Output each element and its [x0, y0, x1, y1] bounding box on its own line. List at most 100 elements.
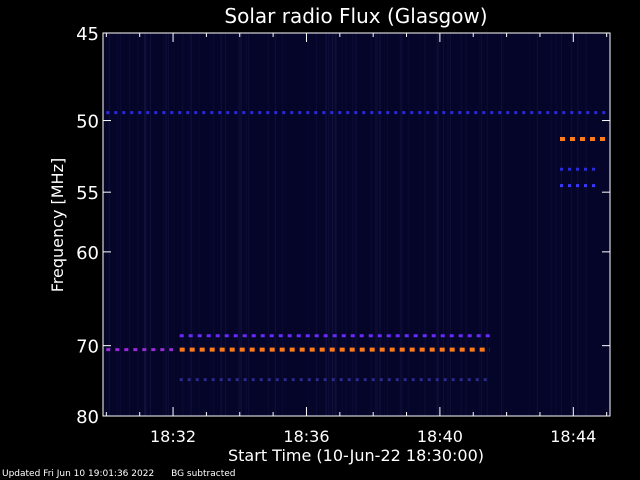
y-tick-label: 50	[76, 112, 99, 133]
noise-streak	[187, 33, 189, 416]
noise-streak	[351, 33, 353, 416]
x-tick-label: 18:44	[550, 427, 596, 446]
y-tick-label: 60	[76, 243, 99, 264]
noise-streak	[465, 33, 467, 416]
y-axis: 45 50 55 60 70 80	[76, 24, 610, 428]
noise-streak	[325, 33, 327, 416]
noise-streak	[144, 33, 146, 416]
noise-streak	[380, 33, 382, 416]
noise-streak	[248, 33, 250, 416]
noise-streak	[331, 33, 333, 416]
noise-streak	[550, 33, 552, 416]
noise-streak	[331, 33, 333, 416]
noise-streak	[189, 33, 191, 416]
noise-streak	[145, 33, 147, 416]
x-tick-label: 18:36	[283, 427, 329, 446]
noise-streak	[443, 33, 444, 416]
x-tick-label: 18:32	[150, 427, 196, 446]
y-tick-label: 55	[76, 183, 99, 204]
plot-area	[103, 33, 610, 416]
noise-streak	[383, 33, 385, 416]
y-tick-label: 45	[76, 24, 99, 45]
noise-streak	[460, 33, 462, 416]
x-axis: 18:32 18:36 18:40 18:44	[105, 33, 608, 446]
noise-streak	[326, 33, 328, 416]
noise-streak	[137, 33, 139, 416]
x-axis-label: Start Time (10-Jun-22 18:30:00)	[228, 446, 484, 465]
noise-streak	[267, 33, 269, 416]
background-note: BG subtracted	[171, 469, 236, 479]
noise-streak	[355, 33, 357, 416]
noise-streak	[502, 33, 504, 416]
noise-streak	[117, 33, 119, 416]
noise-streak	[165, 33, 167, 416]
noise-streak	[370, 33, 372, 416]
noise-streak	[334, 33, 336, 416]
noise-streak	[375, 33, 377, 416]
y-tick-label: 80	[76, 407, 99, 428]
noise-streak	[585, 33, 587, 416]
noise-streak	[146, 33, 148, 416]
noise-streak	[560, 33, 562, 416]
noise-streak	[536, 33, 538, 416]
noise-streak	[486, 33, 488, 416]
noise-streak	[424, 33, 426, 416]
noise-streak	[345, 33, 347, 416]
plot-frame	[102, 32, 611, 417]
noise-streak	[143, 33, 145, 416]
noise-streak	[341, 33, 343, 416]
chart-title: Solar radio Flux (Glasgow)	[224, 4, 487, 28]
noise-streak	[327, 33, 329, 416]
noise-streak	[480, 33, 482, 416]
noise-streak	[555, 33, 557, 416]
noise-streak	[182, 33, 184, 416]
noise-streak	[478, 33, 480, 416]
noise-streak	[399, 33, 401, 416]
noise-streak	[274, 33, 276, 416]
updated-timestamp: Updated Fri Jun 10 19:01:36 2022	[2, 469, 155, 479]
noise-streak	[585, 33, 587, 416]
noise-streak	[418, 33, 420, 416]
noise-streak	[108, 33, 110, 416]
noise-streak	[129, 33, 130, 416]
noise-streak	[355, 33, 357, 416]
noise-streak	[109, 33, 111, 416]
noise-streak	[332, 33, 334, 416]
footer: Updated Fri Jun 10 19:01:36 2022 BG subt…	[2, 469, 236, 479]
noise-streak	[577, 33, 579, 416]
noise-streak	[329, 33, 331, 416]
noise-streak	[443, 33, 444, 416]
noise-streak	[401, 33, 403, 416]
noise-streak	[193, 33, 195, 416]
emission-bands	[106, 111, 607, 382]
noise-streak	[167, 33, 169, 416]
y-axis-label: Frequency [MHz]	[48, 158, 67, 292]
noise-streak	[450, 33, 451, 416]
noise-streak	[315, 33, 317, 416]
noise-streak	[225, 33, 226, 416]
noise-streak	[353, 33, 355, 416]
noise-streak	[529, 33, 531, 416]
noise-streak	[173, 33, 175, 416]
noise-streak	[237, 33, 239, 416]
noise-streak	[447, 33, 449, 416]
noise-streak	[307, 33, 309, 416]
noise-streak	[165, 33, 167, 416]
y-tick-label: 70	[76, 337, 99, 358]
noise-streak	[241, 33, 242, 416]
noise-streak	[220, 33, 222, 416]
noise-streak	[150, 33, 151, 416]
noise-streak	[376, 33, 378, 416]
noise-streak	[438, 33, 439, 416]
noise-streak	[146, 33, 148, 416]
noise-streak	[213, 33, 215, 416]
noise-streak	[435, 33, 437, 416]
noise-streak	[325, 33, 327, 416]
noise-streak	[220, 33, 222, 416]
noise-streak	[335, 33, 337, 416]
noise-streak	[190, 33, 192, 416]
noise-streak	[281, 33, 283, 416]
noise-streak	[379, 33, 381, 416]
noise-streak	[501, 33, 502, 416]
